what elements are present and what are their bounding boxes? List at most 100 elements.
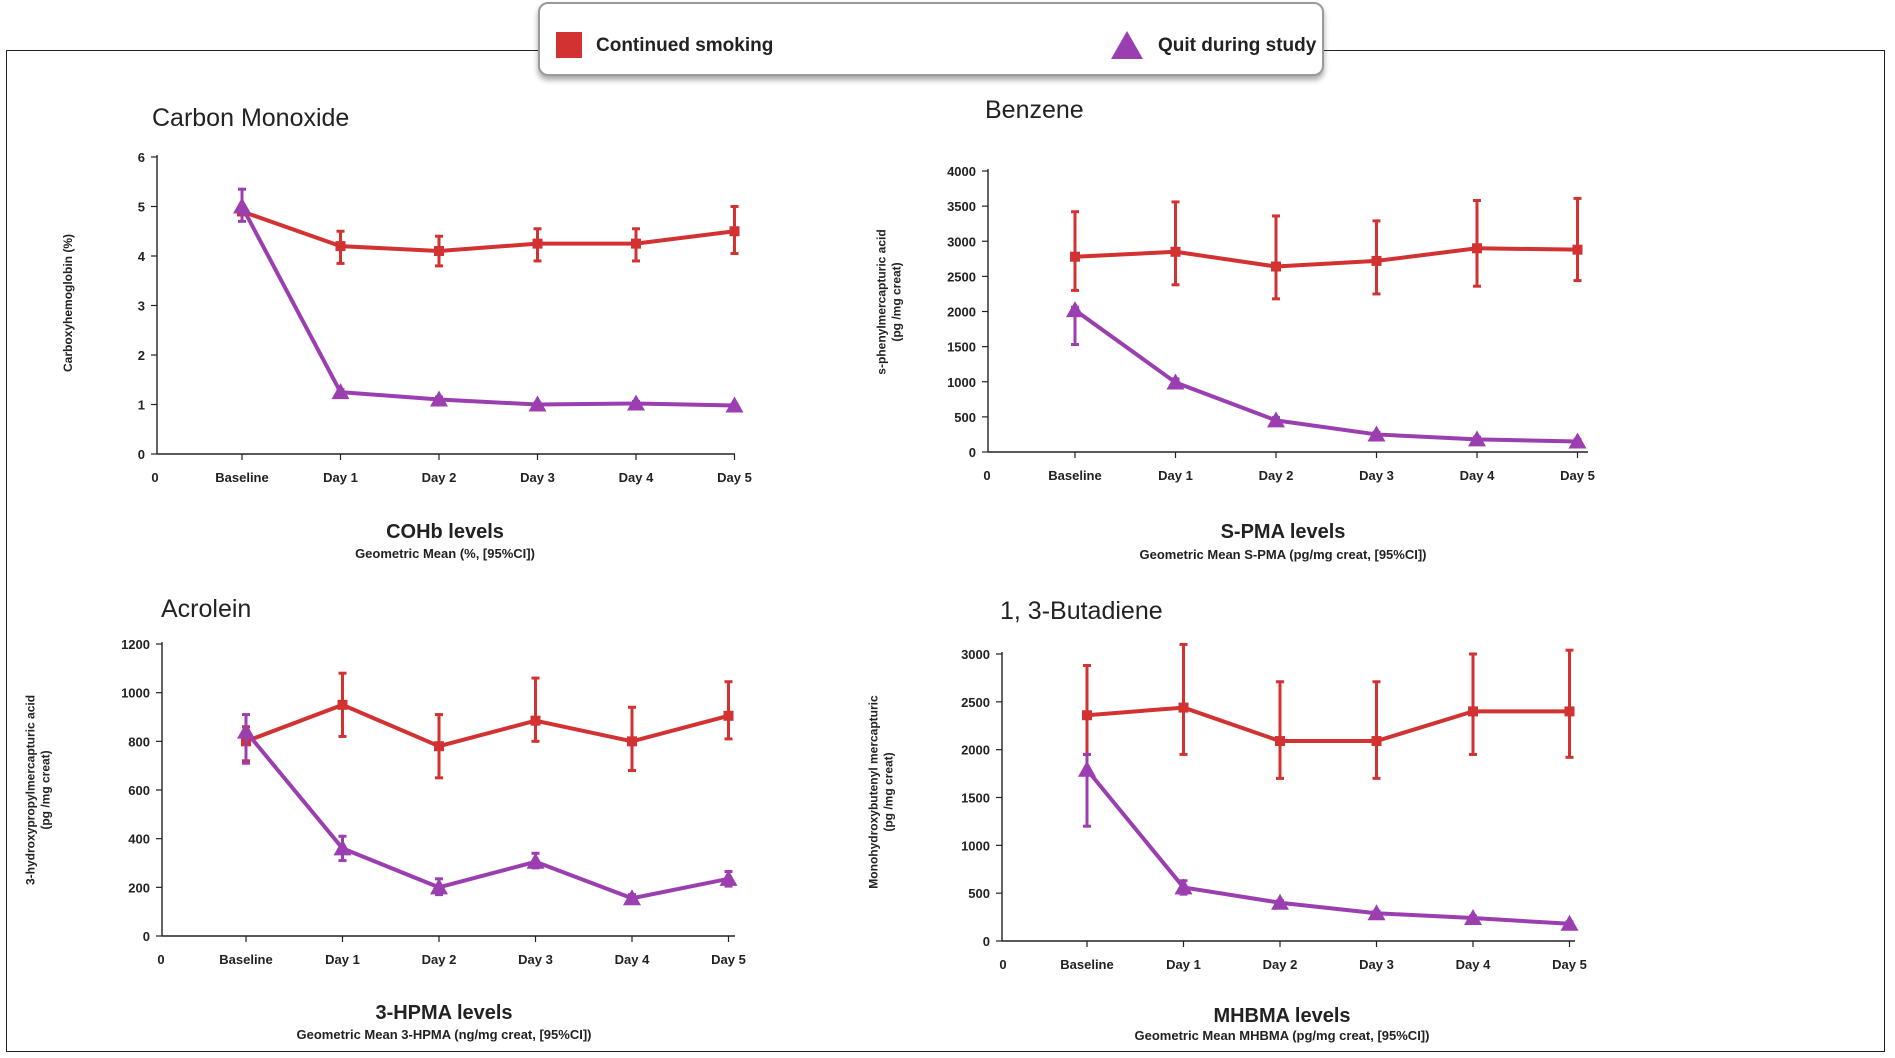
y-tick-label: 2 — [138, 348, 145, 363]
y-tick-label: 200 — [128, 880, 150, 895]
series-continued-smoking — [237, 205, 740, 268]
data-point — [1070, 251, 1080, 262]
series-continued-smoking — [1070, 196, 1583, 301]
data-point — [1564, 706, 1575, 717]
chart-panel-1: Carbon Monoxide 0 1 2 3 4 5 6 0 Baseline Day 1 Day … — [61, 104, 752, 561]
x-axis-subtitle: Geometric Mean (%, [95%CI]) — [355, 546, 535, 561]
y-tick-label: 6 — [138, 150, 145, 165]
data-point — [1472, 243, 1482, 254]
data-point — [1178, 702, 1189, 713]
series-line — [1085, 768, 1570, 926]
y-tick-label: 1 — [138, 398, 145, 413]
data-point — [631, 238, 641, 249]
y-tick-label: 0 — [983, 934, 990, 949]
x-tick-label: Day 5 — [1552, 957, 1587, 972]
data-point — [723, 710, 734, 721]
x-tick-label: Baseline — [219, 952, 272, 967]
x-tick-label: Day 4 — [615, 952, 650, 967]
series-line — [240, 205, 735, 408]
x-tick-label: Day 1 — [323, 470, 358, 485]
y-axis-title: (pg /mg creat) — [890, 262, 904, 341]
y-axis-title: s-phenylmercapturic acid — [875, 229, 889, 374]
data-point — [1271, 893, 1289, 910]
x-axis-title: MHBMA levels — [1213, 1005, 1350, 1027]
series-line — [241, 209, 735, 254]
y-tick-label: 1500 — [947, 340, 976, 355]
x-axis-title: COHb levels — [386, 521, 504, 543]
y-tick-label: 4000 — [947, 164, 976, 179]
figure-frame — [6, 50, 1885, 1052]
y-tick-label: 3000 — [961, 647, 990, 662]
data-point — [1082, 710, 1092, 721]
data-point — [1367, 904, 1386, 921]
y-tick-label: 4 — [138, 249, 146, 264]
data-point — [1367, 425, 1386, 442]
y-tick-label: 3000 — [947, 234, 976, 249]
series-line — [1074, 246, 1578, 269]
y-tick-label: 3500 — [947, 199, 976, 214]
y-tick-label: 0 — [138, 447, 145, 462]
x-tick-label: Day 4 — [1456, 957, 1491, 972]
x-tick-label: Day 2 — [422, 952, 457, 967]
x-tick-label: 0 — [999, 957, 1006, 972]
data-point — [528, 395, 547, 412]
y-tick-label: 2000 — [961, 743, 990, 758]
y-tick-label: 0 — [143, 929, 150, 944]
x-axis-subtitle: Geometric Mean 3-HPMA (ng/mg creat, [95%… — [297, 1027, 592, 1042]
y-tick-label: 500 — [954, 410, 976, 425]
x-tick-label: Day 3 — [518, 952, 553, 967]
x-tick-label: 0 — [983, 468, 990, 483]
y-tick-label: 800 — [128, 734, 150, 749]
x-tick-label: 0 — [157, 952, 164, 967]
chart-title: Acrolein — [161, 595, 251, 623]
x-tick-label: 0 — [151, 470, 158, 485]
data-point — [1267, 411, 1285, 428]
data-point — [335, 241, 346, 252]
data-point — [337, 699, 348, 710]
chart-title: Benzene — [985, 96, 1084, 124]
data-point — [430, 390, 448, 407]
data-point — [237, 722, 255, 739]
data-point — [434, 246, 444, 257]
y-tick-label: 3 — [138, 299, 145, 314]
x-tick-label: Day 3 — [1359, 957, 1394, 972]
data-point — [1468, 706, 1478, 717]
quit-during-study-triangle-icon — [1111, 31, 1143, 59]
x-tick-label: Day 2 — [1259, 468, 1294, 483]
data-point — [627, 736, 637, 747]
x-tick-label: Baseline — [1060, 957, 1113, 972]
data-point — [627, 394, 645, 411]
x-tick-label: Day 2 — [422, 470, 457, 485]
data-point — [233, 197, 251, 214]
chart-title: Carbon Monoxide — [152, 104, 349, 132]
data-point — [623, 889, 641, 906]
data-point — [1371, 255, 1382, 266]
data-point — [1468, 430, 1486, 447]
data-point — [434, 741, 444, 752]
y-tick-label: 2000 — [947, 305, 976, 320]
continued-smoking-swatch-icon — [556, 32, 582, 58]
y-tick-label: 0 — [969, 445, 976, 460]
y-tick-label: 1000 — [121, 686, 150, 701]
data-point — [530, 715, 541, 726]
y-tick-label: 400 — [128, 832, 150, 847]
y-tick-label: 500 — [968, 886, 990, 901]
x-tick-label: Day 2 — [1263, 957, 1298, 972]
data-point — [1464, 909, 1482, 926]
data-point — [1275, 736, 1285, 747]
data-point — [1560, 914, 1579, 931]
data-point — [333, 839, 352, 856]
y-tick-label: 1200 — [121, 637, 150, 652]
x-tick-label: Day 1 — [1158, 468, 1193, 483]
data-point — [1170, 246, 1181, 257]
x-tick-label: Day 4 — [1460, 468, 1495, 483]
x-tick-label: Day 1 — [1166, 957, 1201, 972]
chart-panel-3: Acrolein 0 200 400 600 800 1000 1200 0 Baseline Da… — [24, 595, 746, 1042]
data-point — [725, 396, 744, 413]
series-quit-during-study — [1066, 301, 1587, 449]
data-point — [532, 238, 543, 249]
y-tick-label: 600 — [128, 783, 150, 798]
x-tick-label: Day 5 — [717, 470, 752, 485]
x-tick-label: Day 3 — [520, 470, 555, 485]
